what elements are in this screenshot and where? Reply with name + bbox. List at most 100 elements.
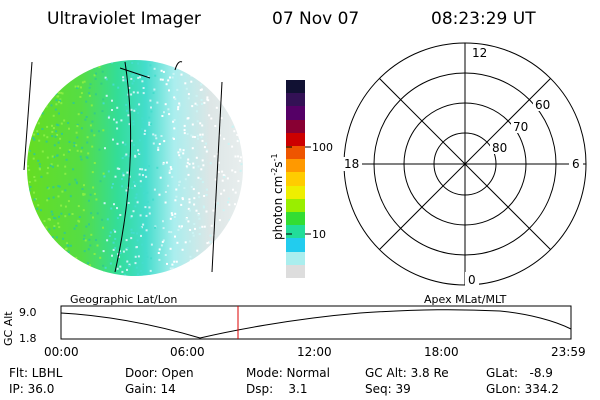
image-pixel: [83, 80, 86, 83]
image-pixel: [142, 87, 145, 89]
image-pixel: [158, 143, 161, 145]
image-pixel: [36, 74, 39, 77]
image-pixel: [145, 229, 148, 232]
image-pixel: [52, 196, 55, 199]
image-pixel: [137, 76, 140, 79]
image-pixel: [93, 112, 96, 115]
image-pixel: [201, 159, 204, 162]
image-pixel: [125, 153, 128, 156]
image-pixel: [91, 145, 94, 148]
image-pixel: [57, 185, 60, 188]
image-pixel: [197, 212, 200, 215]
image-pixel: [201, 181, 204, 184]
image-pixel: [132, 123, 135, 126]
image-pixel: [71, 271, 74, 274]
image-pixel: [109, 231, 112, 234]
image-pixel: [67, 72, 69, 75]
colorbar-band: [286, 264, 305, 279]
image-pixel: [190, 134, 193, 137]
colorbar-band: [286, 251, 305, 265]
image-pixel: [193, 197, 196, 200]
image-pixel: [28, 223, 31, 226]
image-pixel: [187, 207, 190, 210]
image-pixel: [57, 124, 60, 127]
image-pixel: [54, 72, 57, 75]
image-pixel: [83, 193, 86, 196]
image-pixel: [111, 99, 113, 102]
image-pixel: [208, 266, 211, 268]
apex-label: Apex MLat/MLT: [424, 293, 507, 306]
image-pixel: [180, 203, 183, 206]
image-pixel: [177, 64, 180, 67]
image-pixel: [202, 72, 205, 75]
image-pixel: [126, 109, 129, 112]
image-pixel: [236, 260, 239, 263]
image-pixel: [87, 262, 89, 265]
image-pixel: [179, 148, 182, 151]
image-pixel: [191, 123, 194, 126]
image-pixel: [176, 88, 179, 91]
image-pixel: [188, 198, 191, 201]
image-pixel: [130, 108, 133, 111]
image-pixel: [135, 266, 138, 269]
image-pixel: [89, 83, 92, 86]
image-pixel: [144, 168, 147, 171]
image-pixel: [170, 231, 173, 234]
time-tick-1800: 18:00: [424, 345, 459, 359]
image-pixel: [38, 168, 41, 171]
image-pixel: [200, 72, 203, 75]
image-pixel: [64, 215, 67, 218]
image-pixel: [58, 215, 60, 218]
image-pixel: [49, 259, 52, 261]
image-pixel: [198, 196, 201, 199]
image-pixel: [148, 121, 151, 124]
image-pixel: [167, 79, 170, 82]
image-pixel: [30, 226, 33, 229]
image-pixel: [43, 134, 46, 137]
image-pixel: [242, 63, 243, 66]
date-label: 07 Nov 07: [272, 9, 360, 29]
image-pixel: [63, 60, 66, 63]
image-pixel: [200, 99, 203, 101]
image-pixel: [121, 270, 124, 273]
image-pixel: [39, 251, 42, 254]
image-pixel: [168, 171, 171, 174]
image-pixel: [121, 178, 123, 180]
image-pixel: [131, 187, 134, 189]
image-pixel: [41, 128, 44, 130]
image-pixel: [51, 130, 54, 133]
image-pixel: [205, 210, 208, 213]
image-pixel: [197, 165, 200, 168]
image-pixel: [32, 105, 35, 108]
image-pixel: [153, 88, 156, 91]
image-pixel: [152, 142, 155, 145]
image-pixel: [191, 135, 194, 138]
colorbar-ticks: [286, 146, 311, 235]
image-pixel: [68, 213, 71, 216]
image-pixel: [73, 227, 76, 230]
image-pixel: [138, 173, 141, 176]
image-pixel: [236, 140, 239, 143]
image-pixel: [227, 142, 230, 145]
image-pixel: [55, 123, 58, 126]
image-pixel: [88, 238, 91, 241]
image-pixel: [178, 104, 181, 107]
image-pixel: [192, 162, 195, 165]
image-pixel: [111, 254, 113, 257]
image-pixel: [233, 233, 236, 236]
image-pixel: [229, 235, 232, 237]
image-pixel: [121, 185, 124, 188]
image-pixel: [51, 155, 54, 158]
image-pixel: [92, 186, 95, 189]
image-pixel: [59, 98, 62, 101]
image-pixel: [228, 219, 231, 221]
image-pixel: [59, 147, 62, 150]
image-pixel: [202, 164, 205, 167]
colorbar-unit-label: photon cm-2s-1: [270, 153, 285, 240]
image-pixel: [199, 257, 202, 260]
image-pixel: [103, 202, 106, 205]
image-pixel: [231, 233, 234, 236]
image-pixel: [50, 163, 53, 166]
image-pixel: [152, 92, 155, 94]
image-pixel: [148, 206, 151, 209]
